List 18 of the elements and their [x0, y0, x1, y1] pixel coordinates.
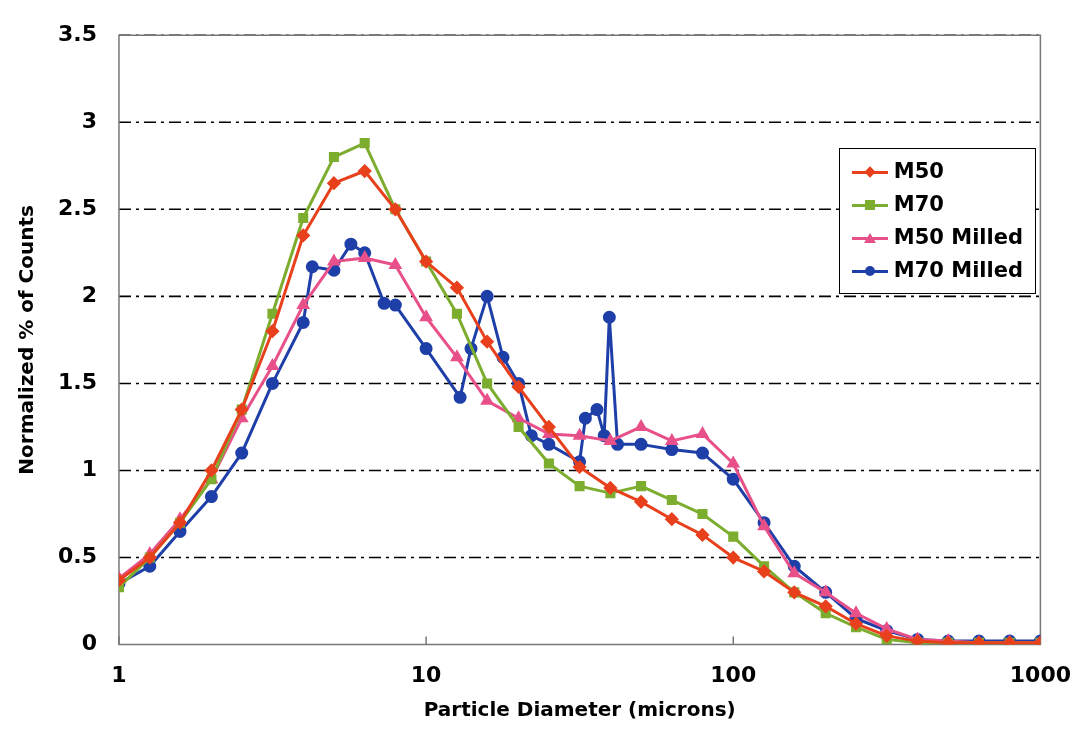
y-tick-label: 1 — [81, 456, 97, 482]
legend-label: M70 Milled — [893, 257, 1023, 284]
y-tick-label: 3.5 — [57, 20, 97, 46]
legend-label: M70 — [893, 191, 944, 218]
y-tick-label: 2 — [81, 282, 97, 308]
x-axis-title: Particle Diameter (microns) — [423, 697, 736, 722]
y-axis-title: Normalized % of Counts — [14, 205, 39, 475]
x-tick-label: 1 — [111, 661, 127, 687]
x-tick-label: 100 — [710, 661, 757, 687]
y-tick-label: 1.5 — [57, 369, 97, 395]
y-tick-label: 0.5 — [57, 543, 97, 569]
x-tick-label: 1000 — [1009, 661, 1071, 687]
y-tick-label: 0 — [81, 630, 97, 656]
legend-label: M50 — [893, 158, 944, 185]
legend-label: M50 Milled — [893, 224, 1023, 251]
y-tick-label: 2.5 — [57, 195, 97, 221]
y-tick-label: 3 — [81, 107, 97, 133]
x-tick-label: 10 — [410, 661, 442, 687]
